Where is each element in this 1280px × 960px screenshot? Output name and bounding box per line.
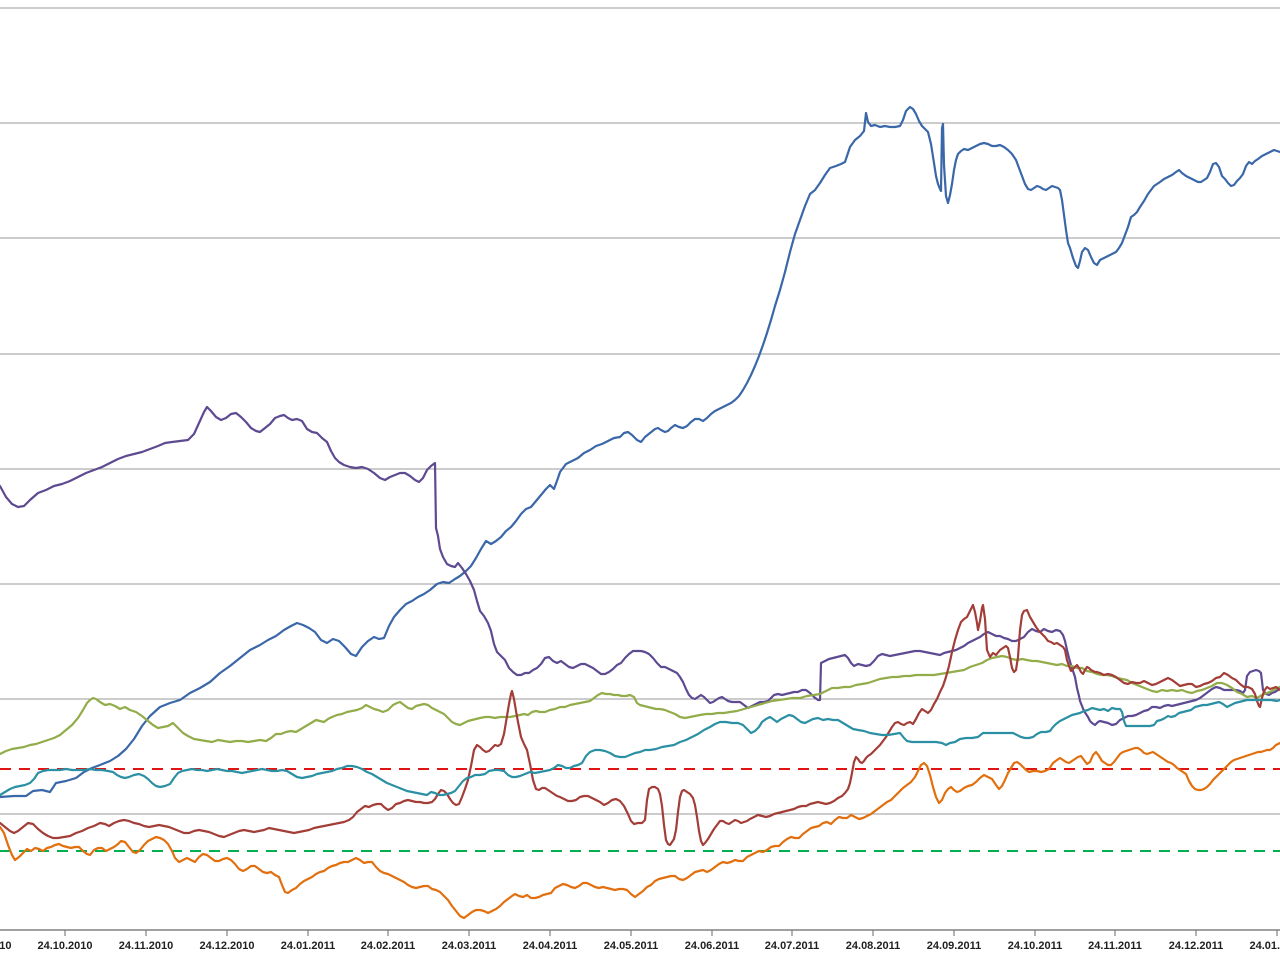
series-lines (0, 105, 1280, 920)
x-axis-tick-label: 24.04.2011 (522, 940, 578, 952)
x-axis-tick-label: 24.05.2011 (603, 940, 659, 952)
series-orange (0, 741, 1280, 920)
series-purple (0, 405, 1280, 727)
x-axis-tick-label: 24.12.2011 (1168, 940, 1224, 952)
x-axis-tick-label: 24.06.2011 (684, 940, 740, 952)
x-axis-tick-label: 24.03.2011 (441, 940, 497, 952)
series-teal (0, 698, 1280, 797)
x-axis-tick-label: 24.07.2011 (764, 940, 820, 952)
x-axis (0, 929, 1280, 936)
x-axis-tick-label: 24.09.2011 (926, 940, 982, 952)
series-dark-red (0, 603, 1280, 847)
x-axis-tick-label: 24.08.2011 (845, 940, 901, 952)
series-olive-green (0, 654, 1280, 756)
x-axis-tick-label: 24.01.2011 (280, 940, 336, 952)
x-axis-tick-label: 24.12.2010 (199, 940, 255, 952)
x-axis-tick-label: 24.02.2011 (360, 940, 416, 952)
series-blue (0, 105, 1280, 799)
gridlines (0, 7, 1280, 815)
x-axis-tick-label: 24.01.2012 (1249, 940, 1280, 952)
x-axis-tick-label: 24.10.2011 (1007, 940, 1063, 952)
x-axis-tick-label: 24.11.2010 (118, 940, 174, 952)
x-axis-labels: 24.09.2010 24.10.2010 24.11.2010 24.12.2010… (0, 940, 1280, 956)
x-axis-tick-label: 24.10.2010 (37, 940, 93, 952)
reference-lines (0, 768, 1280, 852)
x-axis-tick-label: 24.11.2011 (1088, 940, 1142, 952)
x-axis-tick-label: 24.09.2010 (0, 940, 12, 952)
